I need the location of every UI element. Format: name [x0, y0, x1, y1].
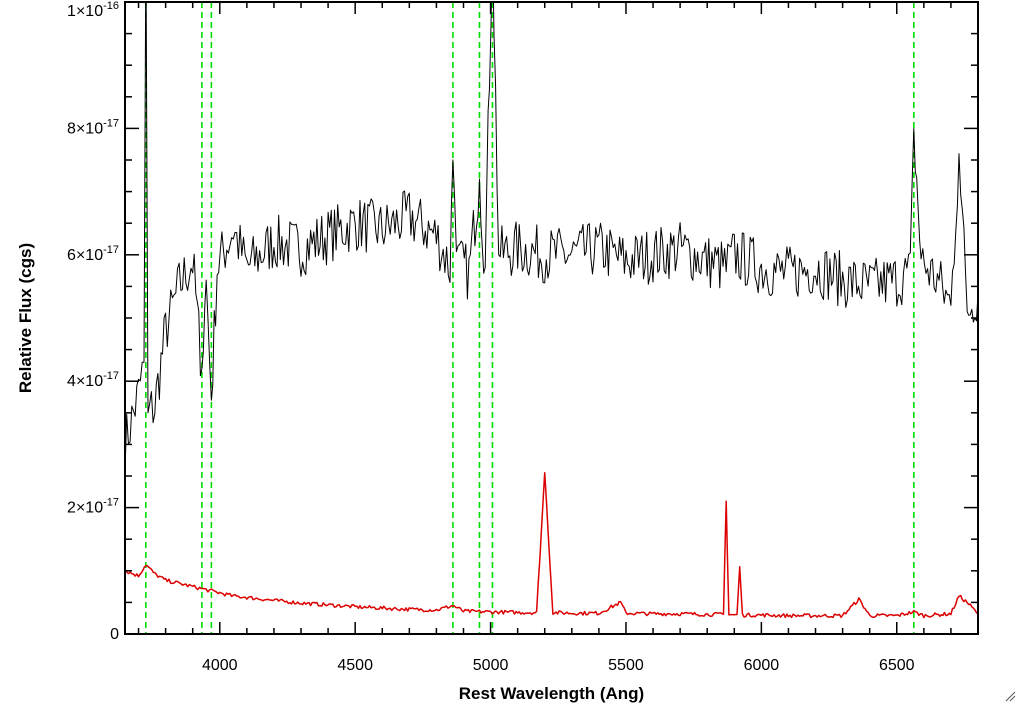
y-tick-label: 4×10-17 [67, 370, 119, 390]
y-tick-exponent: -17 [103, 244, 119, 256]
y-tick-label: 2×10-17 [67, 497, 119, 517]
x-tick-label: 6500 [879, 657, 915, 674]
y-tick-mantissa: 1×10 [67, 3, 103, 20]
axis-ticks [125, 1, 979, 635]
x-tick-labels: 4000 4500 5000 5500 6000 6500 [202, 657, 915, 674]
y-tick-labels: 02×10-174×10-176×10-178×10-171×10-16 [67, 0, 119, 643]
y-tick-label: 1×10-16 [67, 0, 119, 20]
resize-grip-icon[interactable] [1004, 690, 1016, 702]
y-tick-label: 6×10-17 [67, 244, 119, 264]
y-tick-mantissa: 4×10 [67, 373, 103, 390]
x-axis-title: Rest Wavelength (Ang) [459, 684, 644, 703]
spectrum-line-model [125, 472, 978, 619]
x-tick-label: 4000 [202, 657, 238, 674]
reference-lines [145, 2, 915, 634]
x-tick-label: 6000 [744, 657, 780, 674]
y-tick-label: 8×10-17 [67, 117, 119, 137]
spectrum-line-observed [125, 2, 978, 473]
series-layer [125, 2, 978, 619]
y-tick-mantissa: 8×10 [67, 120, 103, 137]
x-tick-label: 4500 [337, 657, 373, 674]
y-tick-mantissa: 0 [110, 626, 119, 643]
y-tick-exponent: -17 [103, 497, 119, 509]
y-tick-label: 0 [110, 626, 119, 643]
y-tick-mantissa: 6×10 [67, 247, 103, 264]
y-tick-exponent: -17 [103, 117, 119, 129]
x-tick-label: 5000 [473, 657, 509, 674]
y-tick-exponent: -17 [103, 370, 119, 382]
x-tick-label: 5500 [608, 657, 644, 674]
y-tick-mantissa: 2×10 [67, 500, 103, 517]
y-axis-title: Relative Flux (cgs) [16, 243, 35, 393]
y-tick-exponent: -16 [103, 0, 119, 12]
